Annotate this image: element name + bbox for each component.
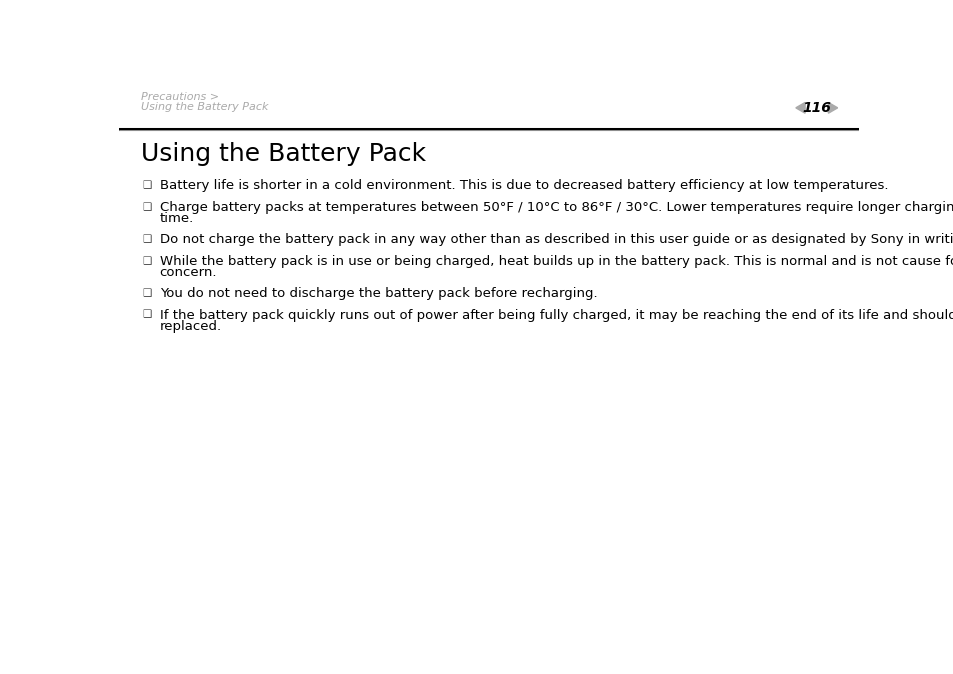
Text: Charge battery packs at temperatures between 50°F / 10°C to 86°F / 30°C. Lower t: Charge battery packs at temperatures bet… (159, 201, 953, 214)
Text: ❑: ❑ (142, 309, 152, 319)
Text: replaced.: replaced. (159, 319, 221, 332)
Text: Battery life is shorter in a cold environment. This is due to decreased battery : Battery life is shorter in a cold enviro… (159, 179, 887, 193)
Text: While the battery pack is in use or being charged, heat builds up in the battery: While the battery pack is in use or bein… (159, 255, 953, 268)
Polygon shape (827, 102, 837, 113)
Text: Using the Battery Pack: Using the Battery Pack (141, 102, 268, 112)
Text: ❑: ❑ (142, 202, 152, 212)
Text: Using the Battery Pack: Using the Battery Pack (141, 142, 426, 166)
Text: ❑: ❑ (142, 180, 152, 190)
Text: ❑: ❑ (142, 234, 152, 244)
Text: concern.: concern. (159, 266, 217, 278)
Text: time.: time. (159, 212, 193, 225)
Text: 116: 116 (801, 101, 830, 115)
Polygon shape (795, 102, 804, 113)
Text: Precautions >: Precautions > (141, 92, 219, 102)
Text: ❑: ❑ (142, 288, 152, 298)
Text: If the battery pack quickly runs out of power after being fully charged, it may : If the battery pack quickly runs out of … (159, 309, 953, 321)
Text: Do not charge the battery pack in any way other than as described in this user g: Do not charge the battery pack in any wa… (159, 233, 953, 246)
Text: ❑: ❑ (142, 255, 152, 266)
Text: You do not need to discharge the battery pack before recharging.: You do not need to discharge the battery… (159, 287, 597, 300)
